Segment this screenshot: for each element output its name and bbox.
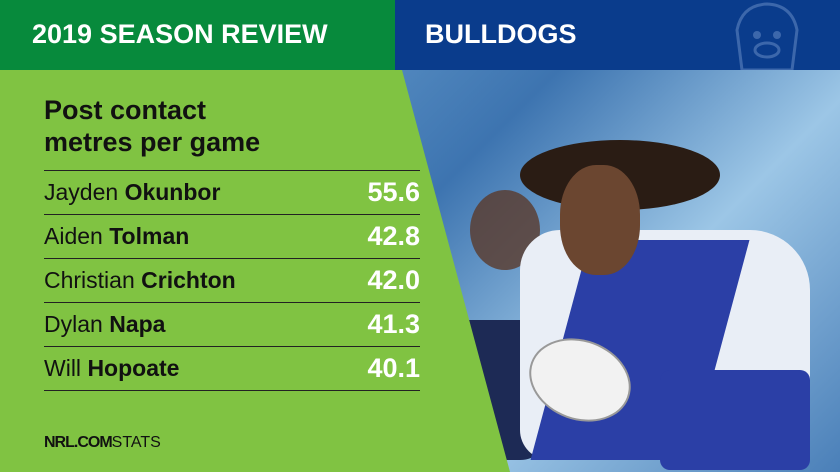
player-row: Jayden Okunbor 55.6 <box>44 171 420 215</box>
stat-title: Post contact metres per game <box>44 94 260 158</box>
player-name: Christian Crichton <box>44 267 236 294</box>
banner-title: 2019 SEASON REVIEW <box>32 19 328 49</box>
player-row: Christian Crichton 42.0 <box>44 259 420 303</box>
player-value: 40.1 <box>367 353 420 383</box>
first-name: Jayden <box>44 179 119 205</box>
last-name: Hopoate <box>87 355 180 381</box>
player-value: 55.6 <box>367 177 420 207</box>
nrl-stats-logo: NRL.COMSTATS <box>44 434 161 452</box>
player-value: 41.3 <box>367 309 420 339</box>
footer-suffix: STATS <box>111 434 161 451</box>
player-shorts <box>660 370 810 470</box>
footer-brand: NRL.COM <box>44 434 113 451</box>
title-line-2: metres per game <box>44 127 261 157</box>
last-name: Napa <box>109 311 166 337</box>
last-name: Tolman <box>109 223 190 249</box>
player-row: Aiden Tolman 42.8 <box>44 215 420 259</box>
player-name: Will Hopoate <box>44 355 179 382</box>
player-value: 42.8 <box>367 221 420 251</box>
first-name: Christian <box>44 267 135 293</box>
player-name: Aiden Tolman <box>44 223 189 250</box>
player-value: 42.0 <box>367 265 420 295</box>
first-name: Aiden <box>44 223 103 249</box>
season-review-banner: 2019 SEASON REVIEW <box>0 0 395 70</box>
player-row: Will Hopoate 40.1 <box>44 347 420 391</box>
player-name: Jayden Okunbor <box>44 179 220 206</box>
player-head <box>560 165 640 275</box>
first-name: Will <box>44 355 82 381</box>
bulldog-crest-icon <box>735 2 799 70</box>
team-name: BULLDOGS <box>425 19 577 49</box>
player-name: Dylan Napa <box>44 311 165 338</box>
title-line-1: Post contact <box>44 95 207 125</box>
last-name: Okunbor <box>124 179 221 205</box>
first-name: Dylan <box>44 311 103 337</box>
player-list: Jayden Okunbor 55.6 Aiden Tolman 42.8 Chri… <box>44 170 420 391</box>
last-name: Crichton <box>141 267 236 293</box>
player-row: Dylan Napa 41.3 <box>44 303 420 347</box>
team-banner: BULLDOGS <box>395 0 840 70</box>
